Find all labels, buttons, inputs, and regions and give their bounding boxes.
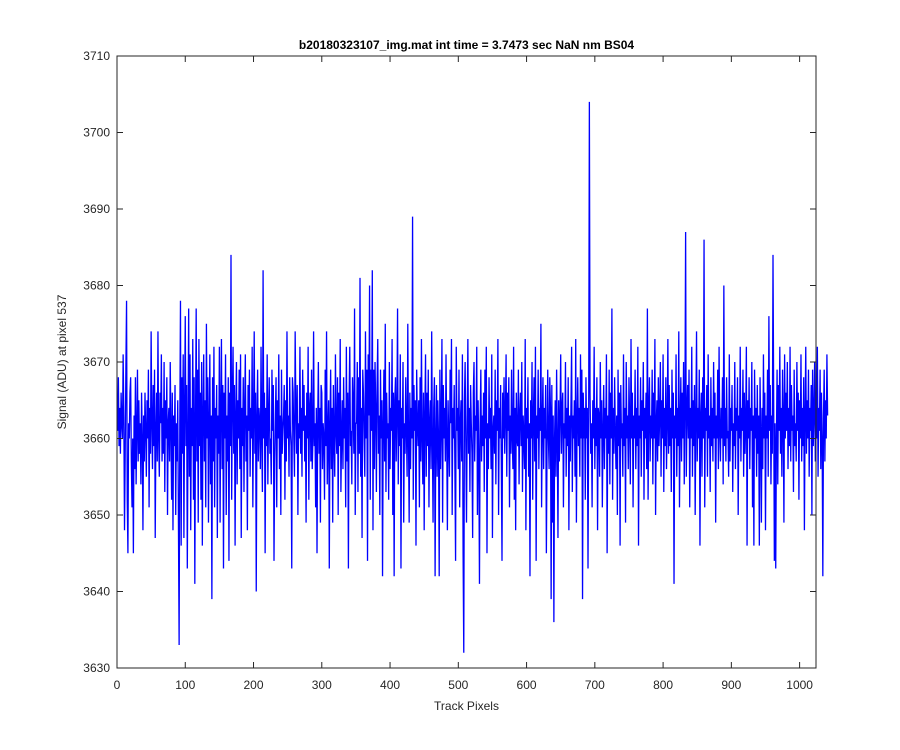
x-tick-label: 900 xyxy=(721,678,741,692)
y-tick-label: 3670 xyxy=(83,355,110,369)
y-tick-label: 3680 xyxy=(83,279,110,293)
y-axis-label: Signal (ADU) at pixel 537 xyxy=(55,294,69,429)
x-tick-label: 200 xyxy=(244,678,264,692)
y-tick-label: 3630 xyxy=(83,661,110,675)
x-tick-label: 500 xyxy=(448,678,468,692)
x-tick-label: 800 xyxy=(653,678,673,692)
y-tick-label: 3660 xyxy=(83,432,110,446)
series-line-0 xyxy=(117,101,829,653)
x-tick-label: 400 xyxy=(380,678,400,692)
y-tick-label: 3700 xyxy=(83,126,110,140)
y-tick-label: 3690 xyxy=(83,202,110,216)
chart-title: b20180323107_img.mat int time = 3.7473 s… xyxy=(299,38,635,52)
plot-frame xyxy=(116,55,817,669)
x-tick-label: 0 xyxy=(114,678,121,692)
x-tick-label: 700 xyxy=(585,678,605,692)
y-tick-label: 3710 xyxy=(83,49,110,63)
x-axis-label: Track Pixels xyxy=(434,699,499,713)
x-tick-label: 1000 xyxy=(786,678,813,692)
x-tick-label: 100 xyxy=(175,678,195,692)
x-tick-label: 600 xyxy=(517,678,537,692)
plot-content xyxy=(117,101,829,653)
y-tick-label: 3640 xyxy=(83,585,110,599)
axes: 0 100 200 300 400 500 600 700 800 900 1000 3630 3640… xyxy=(83,49,816,692)
x-tick-label: 300 xyxy=(312,678,332,692)
y-tick-label: 3650 xyxy=(83,508,110,522)
